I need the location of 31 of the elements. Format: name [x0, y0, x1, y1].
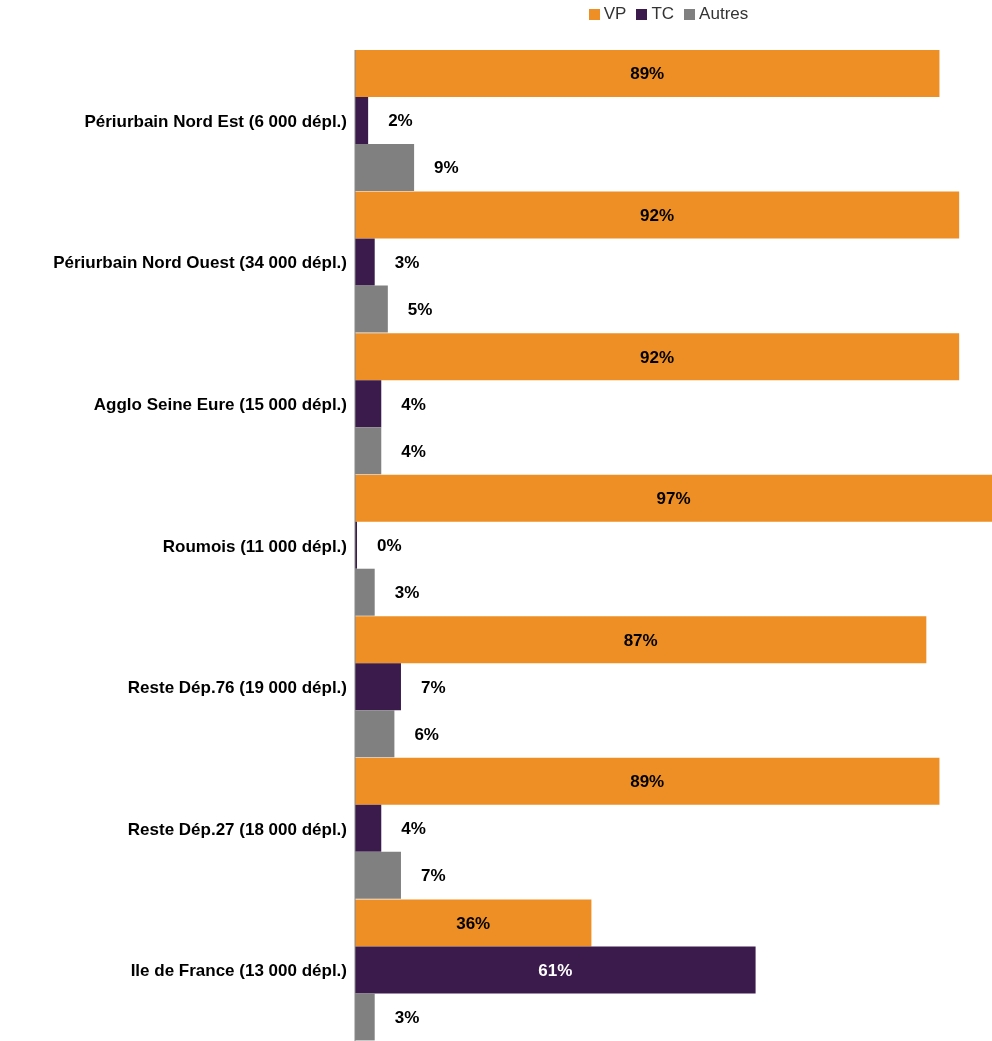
data-label: 7% — [420, 677, 446, 697]
data-label: 5% — [407, 300, 433, 320]
data-label: 3% — [394, 253, 420, 273]
data-label: 97% — [656, 489, 691, 509]
legend-label: VP — [602, 4, 627, 24]
y-tick-label: Roumois (11 000 dépl.) — [162, 536, 347, 556]
data-label: 87% — [623, 630, 658, 650]
data-label: 4% — [401, 819, 426, 839]
data-label: 7% — [420, 866, 446, 886]
y-tick-label: Reste Dép.76 (19 000 dépl.) — [127, 678, 347, 698]
data-label: 92% — [640, 347, 675, 367]
data-label: 0% — [377, 536, 402, 556]
y-tick-label: Périurbain Nord Ouest (34 000 dépl.) — [53, 253, 347, 273]
data-label: 89% — [630, 64, 665, 84]
data-label: 89% — [630, 772, 665, 792]
data-label: 6% — [414, 724, 439, 744]
data-label: 9% — [434, 158, 459, 178]
legend-label: Autres — [698, 4, 749, 24]
data-label: 61% — [538, 960, 573, 980]
y-tick-label: Reste Dép.27 (18 000 dépl.) — [127, 819, 347, 839]
data-label: 4% — [401, 441, 426, 461]
data-label: 92% — [640, 206, 675, 226]
y-tick-label: Ile de France (13 000 dépl.) — [130, 961, 347, 981]
data-label: 4% — [401, 394, 426, 414]
data-label: 3% — [394, 583, 420, 603]
data-label: 2% — [388, 111, 413, 131]
data-label: 36% — [456, 913, 491, 933]
data-label: 3% — [394, 1007, 420, 1027]
legend-label: TC — [650, 4, 675, 24]
y-tick-label: Périurbain Nord Est (6 000 dépl.) — [84, 111, 347, 131]
y-tick-label: Agglo Seine Eure (15 000 dépl.) — [93, 394, 347, 414]
